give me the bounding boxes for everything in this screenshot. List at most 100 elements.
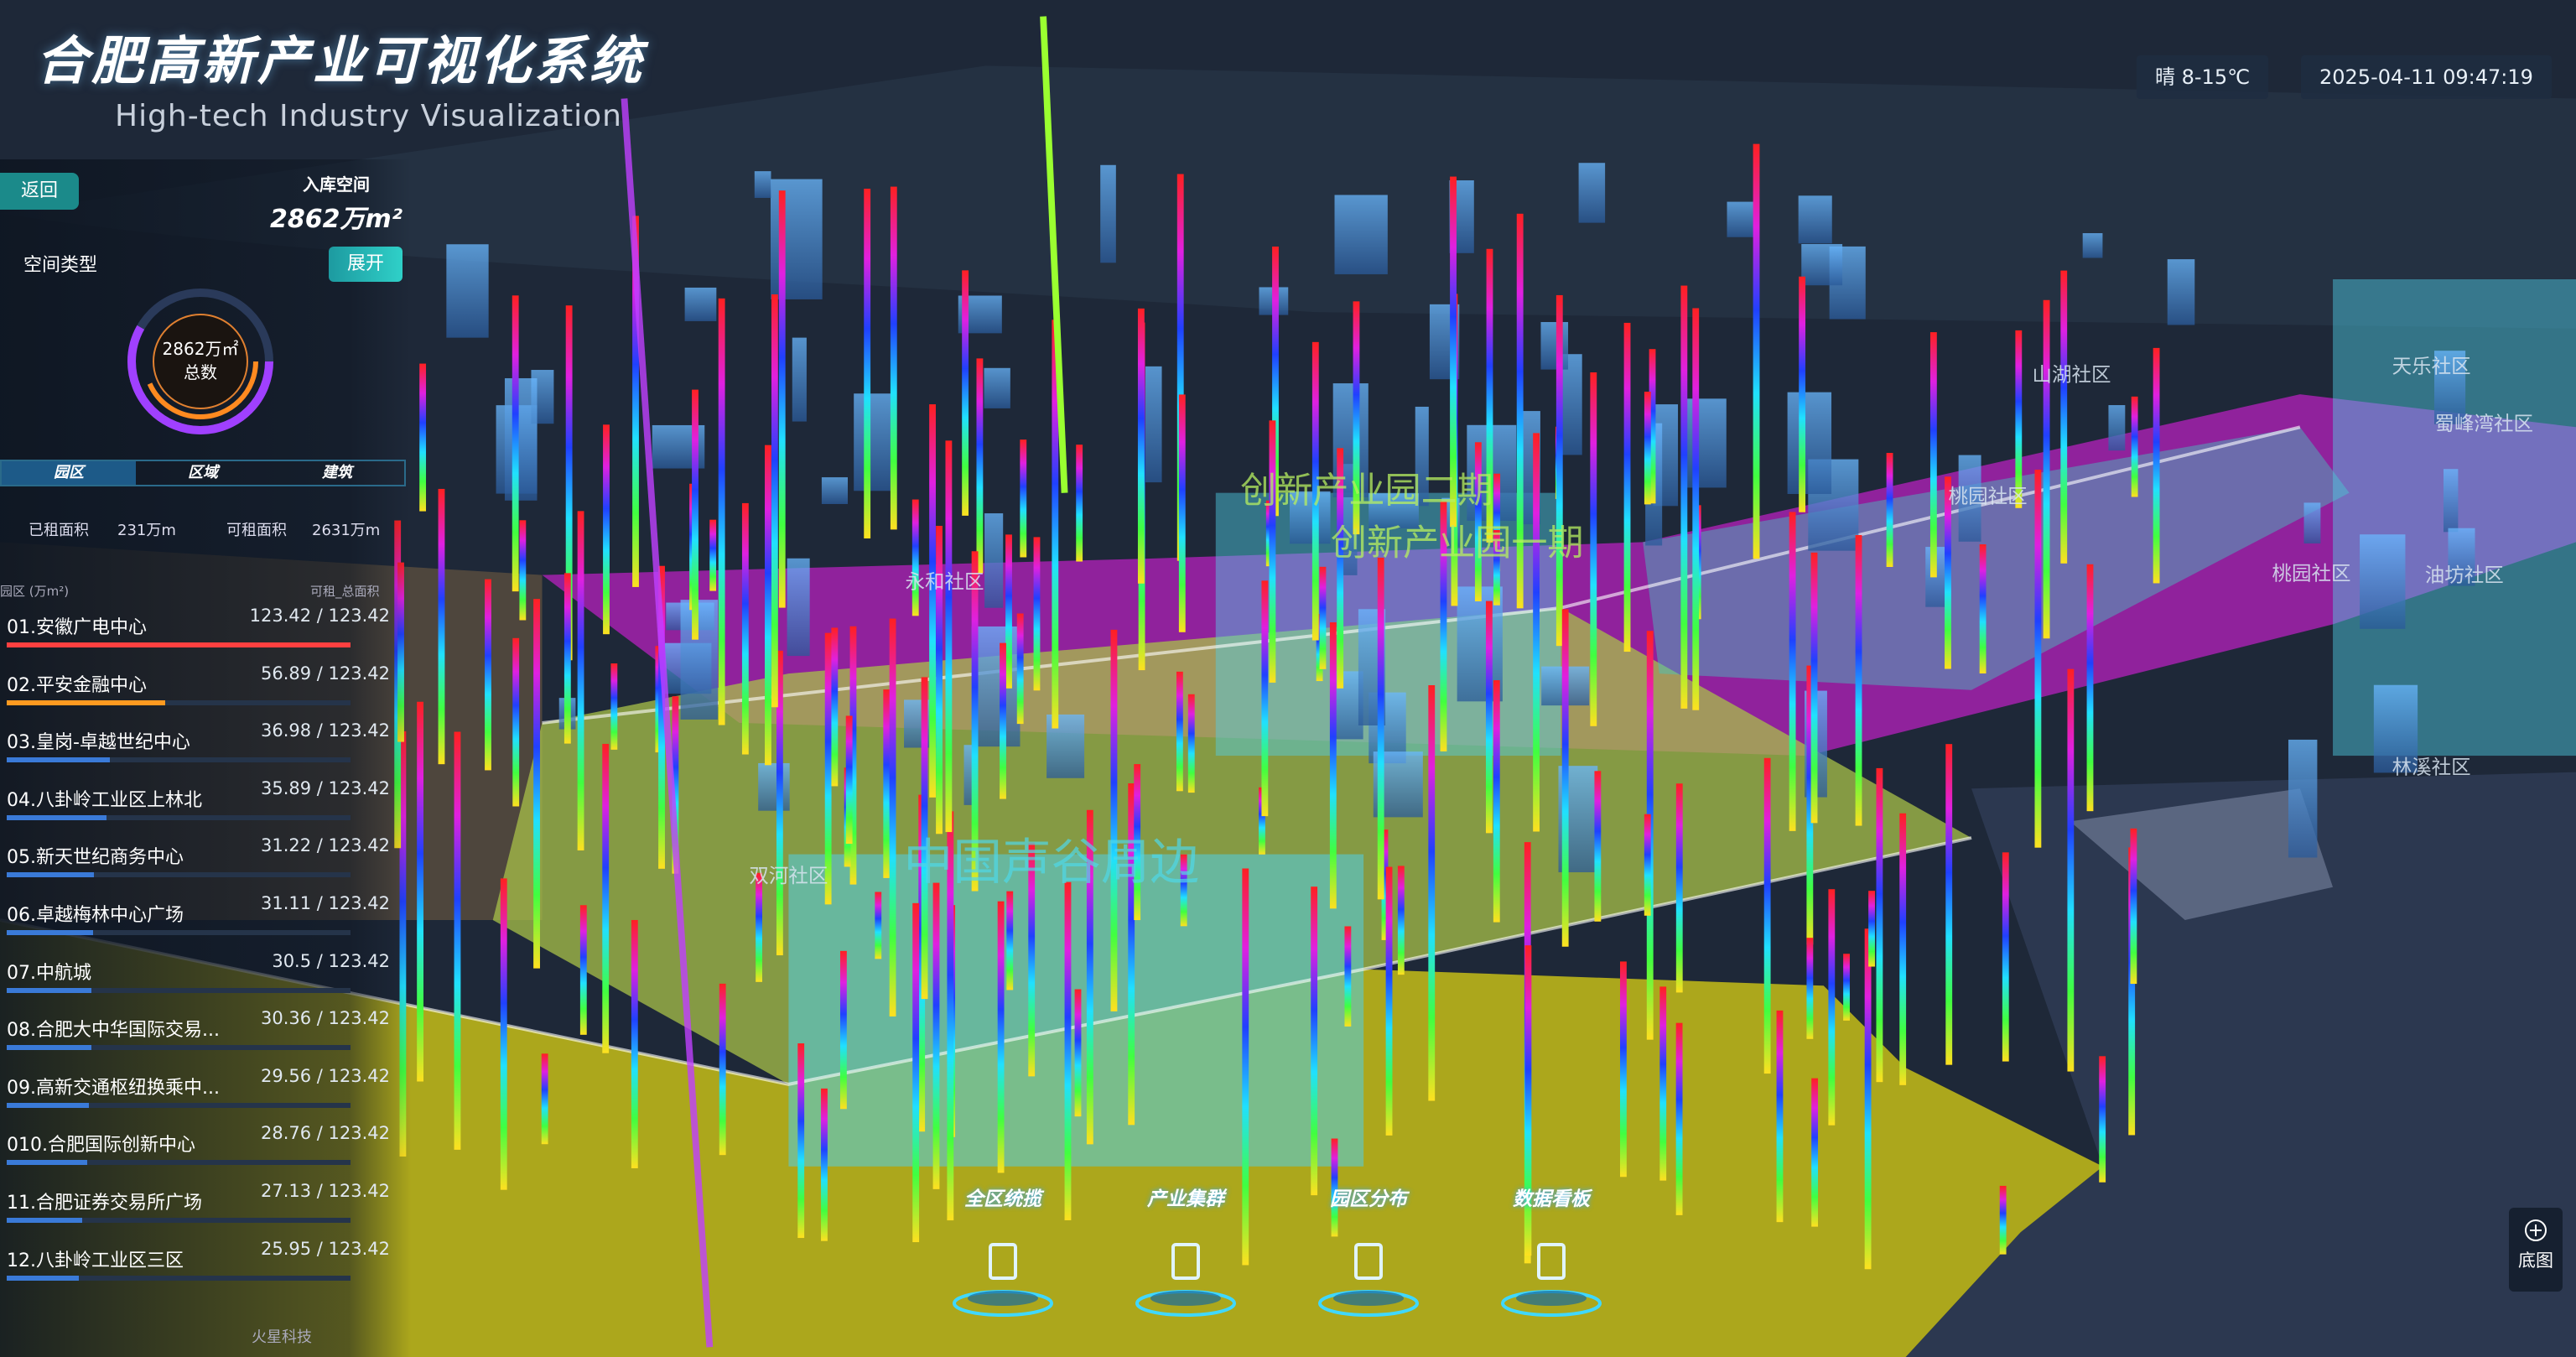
column	[541, 1053, 548, 1145]
column	[797, 1043, 805, 1239]
building	[2082, 233, 2103, 258]
column	[1074, 989, 1082, 1117]
column	[1474, 442, 1482, 601]
column	[1555, 294, 1563, 647]
tab[interactable]: 区域	[188, 464, 218, 481]
building	[854, 393, 896, 491]
column	[1242, 868, 1249, 1266]
donut-label: 总数	[184, 362, 217, 382]
column	[1033, 537, 1041, 691]
building	[504, 377, 538, 501]
column	[1064, 881, 1072, 1220]
building	[984, 513, 1004, 608]
row-bar	[7, 757, 110, 763]
column	[485, 579, 491, 771]
column	[1806, 665, 1814, 945]
column	[1137, 308, 1145, 584]
building	[2443, 469, 2459, 533]
nav-item[interactable]: 数据看板	[1488, 1183, 1614, 1323]
column	[1516, 213, 1524, 609]
column	[1028, 842, 1036, 1077]
column	[831, 627, 839, 787]
column	[512, 637, 520, 807]
column	[1929, 332, 1937, 578]
column	[1086, 809, 1093, 1145]
building	[2433, 351, 2466, 424]
building	[971, 626, 1021, 747]
column	[1644, 814, 1651, 916]
row-name: 03.皇岗-卓越世纪中心	[7, 732, 190, 754]
column	[2128, 847, 2136, 1136]
column	[1789, 512, 1796, 831]
summary-value: 2631万m	[312, 522, 381, 539]
tab[interactable]: 建筑	[322, 464, 352, 481]
tabs: 园区 区域 建筑	[0, 460, 406, 486]
building	[758, 762, 790, 811]
map-label: 山湖社区	[2033, 362, 2111, 386]
nav-item[interactable]: 产业集群	[1123, 1183, 1249, 1323]
basemap-button[interactable]: 底图	[2509, 1208, 2563, 1292]
zone	[1643, 427, 2350, 690]
column	[579, 905, 587, 1035]
row-track	[7, 872, 351, 878]
row-name: 04.八卦岭工业区上林北	[7, 789, 202, 811]
column	[1128, 782, 1135, 1126]
column	[719, 983, 726, 1156]
column	[1620, 961, 1627, 1178]
nav-icon	[953, 1243, 1053, 1317]
column	[1134, 764, 1141, 921]
column	[821, 1088, 828, 1241]
nav-item[interactable]: 全区统揽	[940, 1183, 1066, 1323]
icon	[1537, 1243, 1566, 1280]
datetime: 2025-04-11 09:47:19	[2301, 55, 2552, 99]
row-track	[7, 987, 351, 993]
ring	[153, 314, 248, 409]
row-bar	[7, 814, 107, 820]
pedestal	[1333, 1291, 1404, 1306]
column	[1000, 642, 1006, 799]
building	[680, 600, 719, 720]
row-bar	[7, 642, 351, 647]
ring	[143, 304, 258, 419]
pedestal	[1150, 1291, 1221, 1306]
building	[984, 367, 1010, 408]
column	[849, 626, 857, 885]
building	[446, 244, 489, 338]
column	[1675, 783, 1683, 993]
column	[756, 872, 763, 982]
building	[2360, 534, 2406, 629]
building	[1798, 195, 1832, 244]
building	[821, 477, 848, 505]
map-label: 永和社区	[906, 569, 984, 593]
column	[911, 499, 919, 616]
tab[interactable]: 园区	[2, 461, 136, 485]
column	[1692, 308, 1700, 710]
column	[890, 186, 897, 530]
column	[1753, 143, 1760, 559]
column	[1385, 866, 1393, 1136]
building	[1727, 201, 1757, 237]
column	[2002, 852, 2009, 1062]
map-label: 天乐社区	[2392, 355, 2471, 378]
watermark: 火星科技	[252, 1328, 312, 1346]
column	[1178, 394, 1186, 632]
building	[2167, 259, 2195, 325]
row-bar	[7, 699, 165, 705]
row-value: 30.36 / 123.42	[260, 1008, 390, 1029]
land	[0, 65, 2576, 329]
row-track	[7, 1218, 351, 1223]
column	[1644, 392, 1651, 505]
expand-button[interactable]: 展开	[329, 247, 402, 282]
row-value: 29.56 / 123.42	[260, 1065, 390, 1086]
back-button[interactable]: 返回	[0, 173, 79, 210]
column	[2043, 299, 2050, 639]
column	[692, 389, 699, 640]
nav-item[interactable]: 园区分布	[1306, 1183, 1431, 1323]
column	[512, 295, 519, 592]
building	[1415, 406, 1429, 507]
column	[1440, 501, 1447, 751]
column	[603, 424, 610, 635]
row-name: 09.高新交通枢纽换乘中...	[7, 1077, 220, 1099]
